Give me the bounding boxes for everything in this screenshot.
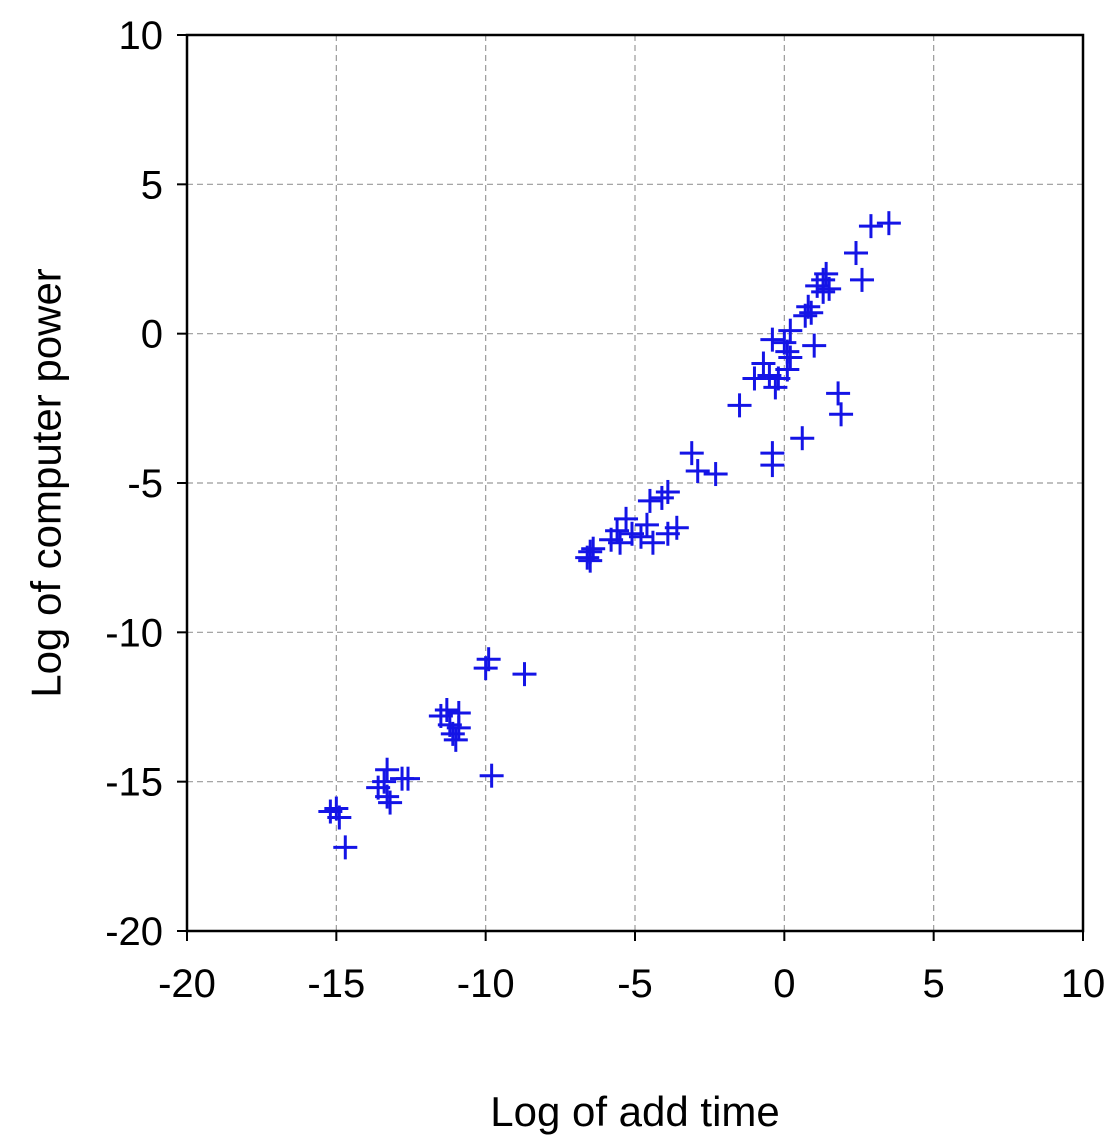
- data-point: [333, 835, 358, 860]
- data-point: [742, 366, 767, 391]
- data-points: [318, 211, 901, 860]
- data-point: [640, 530, 665, 555]
- data-point: [790, 426, 815, 451]
- data-point: [811, 279, 836, 304]
- data-point: [664, 515, 689, 540]
- data-point: [802, 333, 827, 358]
- data-point: [634, 512, 659, 537]
- data-point: [760, 327, 785, 352]
- y-tick-label: -20: [105, 910, 163, 954]
- data-point: [844, 241, 869, 266]
- data-point: [479, 763, 504, 788]
- data-point: [679, 441, 704, 466]
- data-point: [637, 488, 662, 513]
- data-point: [372, 769, 397, 794]
- data-point: [396, 766, 421, 791]
- x-axis-title: Log of add time: [490, 1088, 780, 1135]
- data-point: [378, 790, 403, 815]
- data-point: [829, 402, 854, 427]
- y-axis-title: Log of computer power: [23, 268, 70, 698]
- data-point: [775, 357, 800, 382]
- x-tick-label: 5: [923, 962, 945, 1006]
- data-point: [446, 715, 471, 740]
- data-point: [814, 261, 839, 286]
- data-point: [655, 479, 680, 504]
- data-point: [760, 441, 785, 466]
- data-point: [578, 548, 603, 573]
- data-point: [476, 647, 501, 672]
- grid-lines: [187, 35, 1083, 931]
- y-tick-label: 5: [141, 163, 163, 207]
- data-point: [443, 727, 468, 752]
- data-point: [778, 318, 803, 343]
- data-point: [778, 345, 803, 370]
- x-tick-label: 0: [773, 962, 795, 1006]
- x-tick-label: -20: [158, 962, 216, 1006]
- data-point: [614, 506, 639, 531]
- data-point: [849, 267, 874, 292]
- x-tick-label: 10: [1061, 962, 1106, 1006]
- y-tick-label: -15: [105, 761, 163, 805]
- data-point: [727, 393, 752, 418]
- data-point: [703, 462, 728, 487]
- y-tick-label: -10: [105, 611, 163, 655]
- y-tick-label: 10: [119, 14, 164, 58]
- data-point: [375, 784, 400, 809]
- data-point: [858, 214, 883, 239]
- data-point: [327, 805, 352, 830]
- data-point: [440, 721, 465, 746]
- data-point: [434, 697, 459, 722]
- data-point: [817, 276, 842, 301]
- x-tick-labels: -20 -15 -10 -5 0 5 10: [158, 962, 1105, 1006]
- data-point: [685, 459, 710, 484]
- data-point: [751, 351, 776, 376]
- data-point: [512, 662, 537, 687]
- x-tick-label: -10: [457, 962, 515, 1006]
- y-tick-label: 0: [141, 313, 163, 357]
- data-point: [649, 485, 674, 510]
- x-tick-label: -5: [617, 962, 653, 1006]
- y-tick-label: -5: [127, 462, 163, 506]
- data-point: [628, 524, 653, 549]
- axis-ticks: [177, 34, 1084, 941]
- data-point: [799, 300, 824, 325]
- data-point: [796, 294, 821, 319]
- data-point: [876, 211, 901, 236]
- data-point: [826, 381, 851, 406]
- data-point: [375, 757, 400, 782]
- y-tick-labels: -20 -15 -10 -5 0 5 10: [105, 14, 163, 954]
- x-tick-label: -15: [307, 962, 365, 1006]
- data-point: [581, 536, 606, 561]
